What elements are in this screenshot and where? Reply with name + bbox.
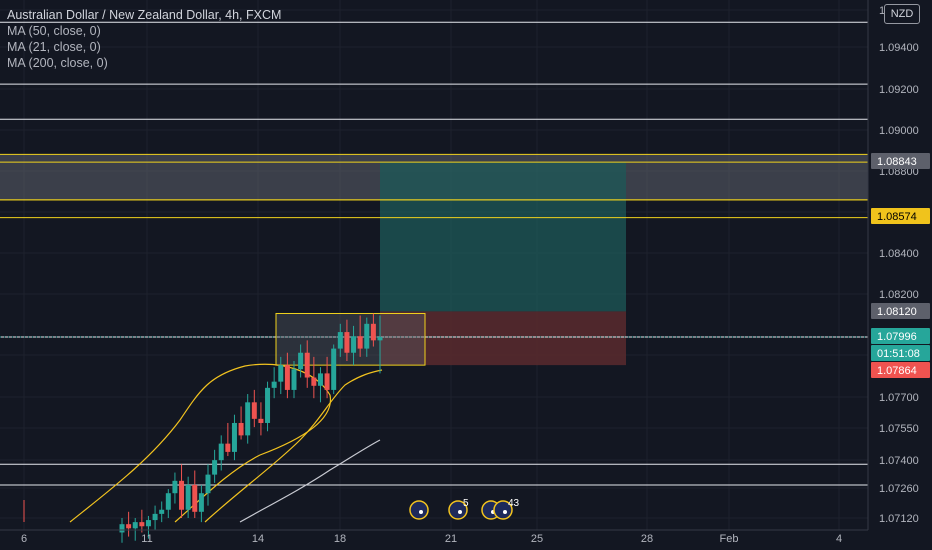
candle-body — [357, 336, 363, 349]
candle-body — [377, 337, 383, 341]
x-tick-label: 4 — [836, 533, 842, 545]
candle-body — [179, 480, 185, 510]
event-flag-icon: 43 — [493, 498, 520, 520]
candle-body — [265, 387, 271, 423]
candle-body — [344, 332, 350, 353]
y-tick-label: 1.07400 — [879, 455, 919, 467]
candle-body — [324, 373, 330, 390]
price-label-badge — [871, 345, 930, 361]
candle-body — [291, 369, 297, 390]
y-tick-label: 1.09400 — [879, 42, 919, 54]
price-label-badge — [871, 303, 930, 319]
price-label-badge — [871, 362, 930, 378]
candle-body — [185, 484, 191, 510]
candle-body — [238, 422, 244, 436]
ma-21-line — [69, 363, 331, 523]
y-tick-label: 1.07550 — [879, 423, 919, 435]
candle-body — [351, 336, 357, 353]
event-flag-star — [458, 510, 462, 514]
y-tick-label: 1.08200 — [879, 289, 919, 301]
event-flag-star — [503, 510, 507, 514]
x-tick-label: 18 — [334, 533, 346, 545]
candle-body — [364, 323, 370, 349]
ma-200-line — [239, 439, 381, 523]
event-flag-circle — [448, 500, 468, 520]
candle-body — [165, 493, 171, 510]
indicator-ma-200[interactable]: MA (200, close, 0) — [7, 56, 108, 70]
candle-body — [132, 522, 138, 529]
y-tick-label: 1.07120 — [879, 513, 919, 525]
candle-body — [198, 493, 204, 512]
price-label-text: 01:51:08 — [877, 348, 920, 360]
candle-body — [218, 443, 224, 461]
candle-body — [317, 373, 323, 386]
event-flag-star — [419, 510, 423, 514]
candle-body — [159, 509, 165, 514]
currency-button[interactable]: NZD — [884, 4, 920, 24]
candle-body — [139, 522, 145, 527]
x-tick-label: 14 — [252, 533, 264, 545]
price-label-text: 1.08120 — [877, 306, 917, 318]
price-label-text: 1.08574 — [877, 211, 917, 223]
event-count-label: 43 — [508, 498, 520, 509]
candle-body — [331, 348, 337, 390]
x-tick-label: 28 — [641, 533, 653, 545]
candle-body — [119, 524, 125, 533]
price-label-text: 1.07996 — [877, 331, 917, 343]
candle-body — [278, 365, 284, 382]
candle-body — [271, 381, 277, 388]
candle-body — [337, 332, 343, 349]
event-count-label: 5 — [463, 498, 469, 509]
candle-body — [258, 418, 264, 423]
x-tick-label: 6 — [21, 533, 27, 545]
stop-loss-area — [380, 311, 626, 366]
candle-body — [172, 480, 178, 494]
candle-body — [152, 513, 158, 521]
event-flag-circle — [493, 500, 513, 520]
y-tick-label: 1.08400 — [879, 248, 919, 260]
chart-legend: Australian Dollar / New Zealand Dollar, … — [7, 7, 281, 71]
candle-body — [284, 365, 290, 390]
price-label-text: 1.08843 — [877, 156, 917, 168]
event-flag-icon — [409, 500, 429, 520]
candle-body — [251, 402, 257, 419]
candle-body — [145, 520, 151, 527]
x-tick-label: 11 — [141, 533, 152, 545]
candle-body — [370, 323, 376, 341]
price-label-badge — [871, 328, 930, 344]
y-tick-label: 1.09200 — [879, 84, 919, 96]
candle-body — [304, 352, 310, 378]
profit-target-area — [380, 162, 626, 312]
candle-body — [245, 402, 251, 436]
price-label-badge — [871, 208, 930, 224]
x-tick-label: 21 — [445, 533, 457, 545]
candle-body — [126, 524, 132, 529]
symbol-title[interactable]: Australian Dollar / New Zealand Dollar, … — [7, 8, 282, 22]
candle-body — [298, 352, 304, 370]
indicator-ma-21[interactable]: MA (21, close, 0) — [7, 40, 101, 54]
event-flag-circle — [409, 500, 429, 520]
ma-50-line — [204, 369, 383, 523]
y-tick-label: 1.07700 — [879, 392, 919, 404]
candle-body — [225, 443, 231, 452]
x-tick-label: 25 — [531, 533, 543, 545]
price-axis-panel — [868, 0, 932, 550]
candle-body — [205, 474, 211, 494]
price-label-text: 1.07864 — [877, 365, 917, 377]
candle-body — [311, 377, 317, 386]
y-tick-label: 1.09000 — [879, 125, 919, 137]
candle-body — [212, 460, 218, 475]
candle-body — [231, 422, 237, 452]
event-flag-icon: 5 — [448, 498, 469, 520]
x-tick-label: Feb — [720, 533, 739, 545]
y-tick-label: 1.07260 — [879, 483, 919, 495]
indicator-ma-50[interactable]: MA (50, close, 0) — [7, 24, 101, 38]
price-label-badge — [871, 153, 930, 169]
consolidation-box — [275, 312, 426, 366]
candle-body — [192, 484, 198, 512]
